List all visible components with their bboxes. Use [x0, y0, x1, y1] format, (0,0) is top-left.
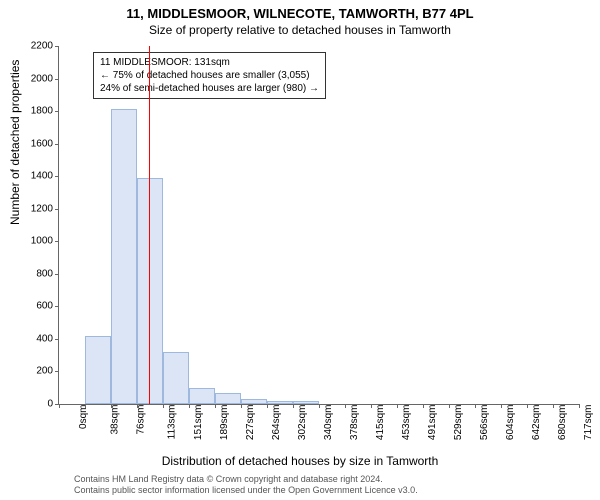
x-tick-mark	[475, 404, 476, 408]
annotation-line1: 11 MIDDLESMOOR: 131sqm	[100, 56, 319, 69]
x-tick-label: 415sqm	[375, 405, 386, 441]
x-tick-mark	[163, 404, 164, 408]
y-tick-mark	[55, 144, 59, 145]
x-tick-label: 227sqm	[245, 405, 256, 441]
x-tick-mark	[371, 404, 372, 408]
y-tick-label: 800	[19, 268, 53, 279]
x-tick-mark	[59, 404, 60, 408]
x-tick-label: 453sqm	[401, 405, 412, 441]
reference-line	[149, 46, 150, 404]
histogram-bar	[163, 352, 189, 404]
y-tick-label: 1200	[19, 203, 53, 214]
y-tick-label: 600	[19, 301, 53, 312]
x-tick-label: 491sqm	[427, 405, 438, 441]
histogram-bar	[267, 401, 293, 404]
y-tick-mark	[55, 241, 59, 242]
x-tick-mark	[241, 404, 242, 408]
y-tick-label: 0	[19, 399, 53, 410]
title-line2: Size of property relative to detached ho…	[0, 21, 600, 37]
annotation-box: 11 MIDDLESMOOR: 131sqm ← 75% of detached…	[93, 52, 326, 99]
y-tick-mark	[55, 176, 59, 177]
y-tick-label: 400	[19, 333, 53, 344]
histogram-bar	[241, 399, 267, 404]
footer-line2: Contains public sector information licen…	[74, 485, 418, 496]
x-tick-mark	[553, 404, 554, 408]
footer: Contains HM Land Registry data © Crown c…	[74, 474, 418, 496]
y-tick-label: 1800	[19, 106, 53, 117]
x-tick-mark	[137, 404, 138, 408]
y-tick-label: 2200	[19, 41, 53, 52]
x-tick-mark	[423, 404, 424, 408]
y-tick-label: 2000	[19, 73, 53, 84]
x-tick-label: 0sqm	[78, 405, 89, 429]
histogram-bar	[189, 388, 215, 404]
x-tick-label: 76sqm	[136, 405, 147, 435]
y-tick-mark	[55, 46, 59, 47]
x-tick-label: 529sqm	[453, 405, 464, 441]
y-tick-label: 200	[19, 366, 53, 377]
y-tick-mark	[55, 111, 59, 112]
x-tick-label: 38sqm	[110, 405, 121, 435]
x-tick-mark	[267, 404, 268, 408]
x-tick-mark	[579, 404, 580, 408]
annotation-line3: 24% of semi-detached houses are larger (…	[100, 82, 319, 95]
x-tick-mark	[345, 404, 346, 408]
x-axis-label: Distribution of detached houses by size …	[0, 454, 600, 468]
histogram-bar	[293, 401, 319, 404]
y-tick-mark	[55, 371, 59, 372]
x-tick-label: 302sqm	[297, 405, 308, 441]
x-tick-mark	[397, 404, 398, 408]
y-tick-label: 1400	[19, 171, 53, 182]
x-tick-label: 680sqm	[557, 405, 568, 441]
x-tick-mark	[189, 404, 190, 408]
x-tick-mark	[501, 404, 502, 408]
y-tick-mark	[55, 79, 59, 80]
x-tick-mark	[527, 404, 528, 408]
x-tick-label: 264sqm	[271, 405, 282, 441]
histogram-bar	[111, 109, 137, 404]
x-tick-mark	[111, 404, 112, 408]
x-tick-mark	[319, 404, 320, 408]
x-tick-mark	[293, 404, 294, 408]
x-tick-label: 113sqm	[166, 405, 177, 440]
y-tick-mark	[55, 209, 59, 210]
y-tick-label: 1600	[19, 138, 53, 149]
chart-container: 11, MIDDLESMOOR, WILNECOTE, TAMWORTH, B7…	[0, 0, 600, 500]
histogram-bar	[85, 336, 111, 404]
x-tick-label: 566sqm	[479, 405, 490, 441]
x-tick-mark	[449, 404, 450, 408]
histogram-bar	[215, 393, 241, 404]
x-tick-label: 717sqm	[583, 405, 594, 441]
x-tick-label: 604sqm	[505, 405, 516, 441]
footer-line1: Contains HM Land Registry data © Crown c…	[74, 474, 418, 485]
y-tick-mark	[55, 306, 59, 307]
x-tick-label: 378sqm	[349, 405, 360, 441]
y-tick-mark	[55, 274, 59, 275]
x-tick-mark	[85, 404, 86, 408]
x-tick-label: 340sqm	[323, 405, 334, 441]
title-line1: 11, MIDDLESMOOR, WILNECOTE, TAMWORTH, B7…	[0, 0, 600, 21]
y-tick-label: 1000	[19, 236, 53, 247]
y-tick-mark	[55, 339, 59, 340]
plot-area: 11 MIDDLESMOOR: 131sqm ← 75% of detached…	[58, 46, 579, 405]
x-tick-label: 642sqm	[531, 405, 542, 441]
x-tick-label: 189sqm	[219, 405, 230, 441]
x-tick-mark	[215, 404, 216, 408]
x-tick-label: 151sqm	[193, 405, 204, 441]
annotation-line2: ← 75% of detached houses are smaller (3,…	[100, 69, 319, 82]
